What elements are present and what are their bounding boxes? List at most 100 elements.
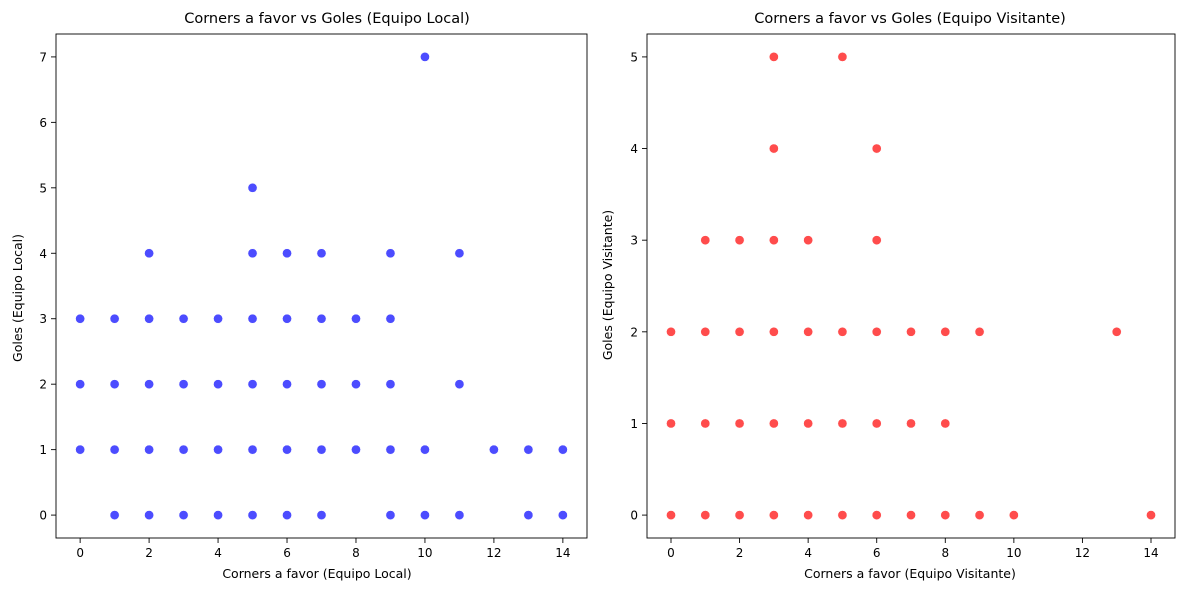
x-tick-label: 12 [486,546,501,560]
data-point [734,235,745,246]
data-point [144,444,154,455]
data-point [282,313,292,324]
data-point [420,52,430,62]
data-point [385,379,396,390]
y-tick-label: 4 [39,247,47,261]
x-axis-label: Corners a favor (Equipo Visitante) [804,566,1016,581]
data-point [734,510,745,520]
data-point [803,326,813,337]
data-point [178,510,189,520]
data-point [213,444,223,455]
data-point [144,379,154,390]
data-point [178,379,189,390]
axes-frame [55,33,588,539]
data-point [837,326,848,337]
data-point [282,444,292,455]
data-point [558,510,568,520]
data-point [109,510,120,520]
data-point [974,326,985,337]
data-point [385,313,396,324]
data-point [803,235,813,246]
y-tick-label: 0 [630,509,638,523]
data-point [213,379,223,390]
data-point [213,313,223,324]
data-point [282,510,292,520]
data-point [351,313,361,324]
chart-title: Corners a favor vs Goles (Equipo Visitan… [754,11,1066,27]
x-tick-label: 2 [145,546,153,560]
data-point [75,379,85,390]
data-point [769,510,779,520]
y-tick-label: 3 [630,234,638,248]
data-point [666,418,676,429]
x-tick-label: 14 [1143,546,1158,560]
data-point [871,235,882,246]
data-point [906,510,916,520]
x-tick-label: 4 [804,546,812,560]
data-point [247,444,258,455]
data-point [316,313,327,324]
x-tick-label: 8 [941,546,949,560]
x-tick-label: 4 [214,546,222,560]
data-point [144,248,154,259]
data-point [837,510,848,520]
data-point [1111,326,1122,337]
chart-local: Corners a favor vs Goles (Equipo Local) … [10,11,588,581]
y-tick-label: 2 [630,325,638,339]
y-tick-label: 7 [39,50,47,64]
data-point [178,313,189,324]
x-axis-label: Corners a favor (Equipo Local) [222,566,411,581]
data-point [247,510,258,520]
data-point [769,326,779,337]
data-point [769,52,779,62]
data-point [769,235,779,246]
data-point [940,326,951,337]
data-point [769,143,779,154]
data-point [871,510,882,520]
data-point [316,444,327,455]
data-point [454,510,465,520]
y-tick-label: 1 [630,417,638,431]
data-point [940,418,951,429]
x-tick-label: 0 [76,546,84,560]
data-point [700,326,711,337]
y-tick-label: 1 [39,443,47,457]
data-point [769,418,779,429]
data-point [247,313,258,324]
data-point [282,379,292,390]
data-point [700,235,711,246]
data-point [700,510,711,520]
y-axis-label: Goles (Equipo Visitante) [600,210,615,360]
x-tick-label: 10 [417,546,432,560]
y-tick-label: 4 [630,142,638,156]
x-tick-label: 0 [667,546,675,560]
data-point [734,418,745,429]
x-tick-label: 14 [555,546,570,560]
data-point [871,143,882,154]
y-tick-label: 5 [630,50,638,64]
y-tick-label: 3 [39,312,47,326]
data-point [109,379,120,390]
data-point [420,444,430,455]
chart-visitante: Corners a favor vs Goles (Equipo Visitan… [600,11,1176,581]
data-point [385,248,396,259]
data-point [75,313,85,324]
data-point [247,182,258,193]
data-point [489,444,499,455]
data-point [906,418,916,429]
data-point [420,510,430,520]
data-point [454,379,465,390]
data-point [523,510,534,520]
data-point [523,444,534,455]
data-point [803,510,813,520]
data-point [734,326,745,337]
data-point [144,510,154,520]
y-tick-label: 0 [39,509,47,523]
data-point [558,444,568,455]
x-tick-label: 6 [873,546,881,560]
data-point [803,418,813,429]
data-point [247,379,258,390]
x-tick-label: 12 [1075,546,1090,560]
data-point [109,313,120,324]
x-tick-label: 8 [352,546,360,560]
